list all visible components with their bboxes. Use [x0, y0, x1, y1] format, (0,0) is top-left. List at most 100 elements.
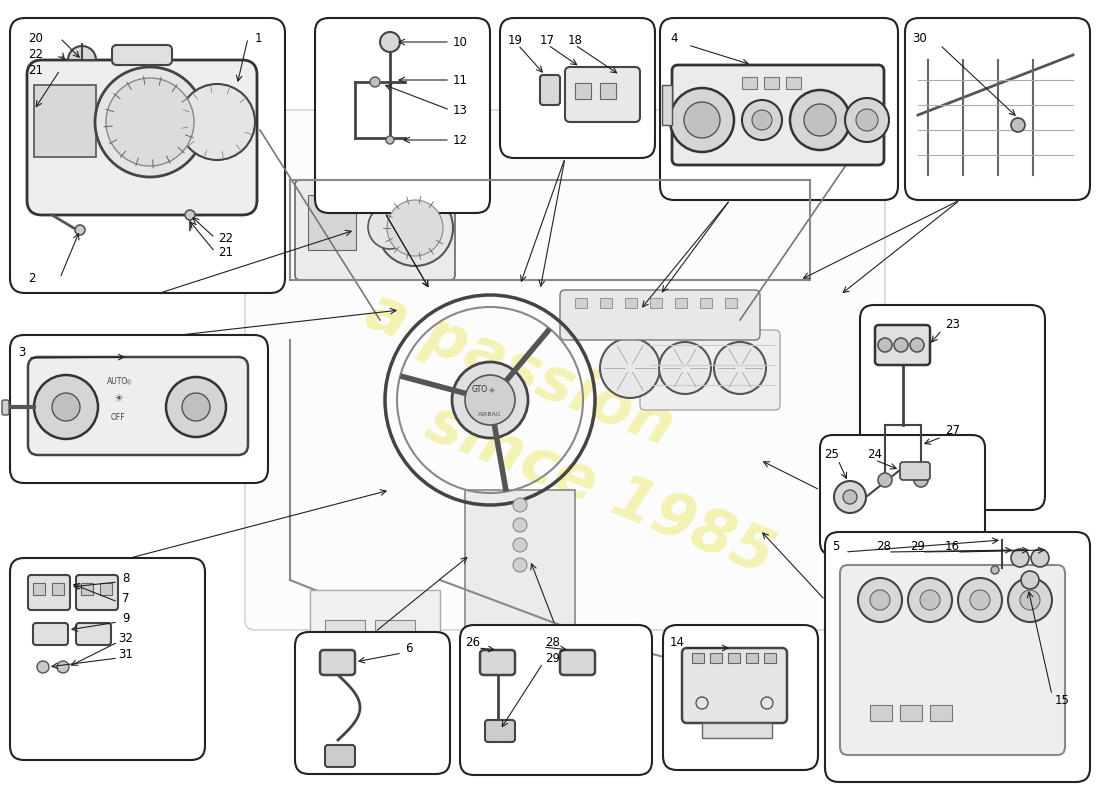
FancyBboxPatch shape	[540, 75, 560, 105]
Text: 6: 6	[405, 642, 412, 654]
FancyBboxPatch shape	[900, 462, 930, 480]
Text: 30: 30	[912, 31, 926, 45]
Circle shape	[34, 375, 98, 439]
Circle shape	[370, 77, 379, 87]
Bar	[308, 195, 356, 250]
Circle shape	[894, 338, 908, 352]
Text: 2: 2	[28, 271, 35, 285]
FancyBboxPatch shape	[560, 650, 595, 675]
FancyBboxPatch shape	[33, 623, 68, 645]
Text: 22: 22	[28, 47, 43, 61]
Circle shape	[1021, 571, 1040, 589]
Bar	[746, 653, 758, 663]
Bar	[692, 653, 704, 663]
Bar	[725, 298, 737, 308]
FancyBboxPatch shape	[660, 18, 898, 200]
FancyBboxPatch shape	[2, 400, 9, 415]
Circle shape	[465, 375, 515, 425]
Circle shape	[386, 136, 394, 144]
Circle shape	[106, 78, 194, 166]
Text: 19: 19	[508, 34, 522, 46]
Text: 1: 1	[255, 31, 263, 45]
Circle shape	[379, 32, 400, 52]
Circle shape	[958, 578, 1002, 622]
Bar	[465, 490, 575, 630]
Circle shape	[659, 342, 711, 394]
Circle shape	[75, 225, 85, 235]
Circle shape	[684, 102, 721, 138]
Circle shape	[878, 338, 892, 352]
Circle shape	[513, 538, 527, 552]
Circle shape	[804, 104, 836, 136]
FancyBboxPatch shape	[565, 67, 640, 122]
FancyBboxPatch shape	[28, 60, 257, 215]
Text: 23: 23	[945, 318, 960, 331]
Bar	[700, 298, 712, 308]
Bar	[710, 653, 722, 663]
Text: ☀: ☀	[113, 394, 123, 404]
Text: OFF: OFF	[111, 413, 125, 422]
Text: 20: 20	[28, 31, 43, 45]
Circle shape	[513, 518, 527, 532]
Bar	[870, 705, 892, 721]
FancyBboxPatch shape	[28, 575, 70, 610]
Wedge shape	[68, 46, 96, 60]
Text: 27: 27	[945, 423, 960, 437]
Text: 29: 29	[910, 541, 925, 554]
FancyBboxPatch shape	[640, 330, 780, 410]
Circle shape	[790, 90, 850, 150]
Circle shape	[878, 473, 892, 487]
Circle shape	[742, 100, 782, 140]
Bar	[625, 298, 637, 308]
FancyBboxPatch shape	[76, 623, 111, 645]
Circle shape	[970, 590, 990, 610]
Text: 7: 7	[122, 591, 130, 605]
Circle shape	[377, 190, 453, 266]
Bar	[650, 298, 662, 308]
Bar	[702, 723, 772, 738]
FancyBboxPatch shape	[10, 18, 285, 293]
Circle shape	[368, 205, 412, 249]
FancyBboxPatch shape	[10, 558, 205, 760]
FancyBboxPatch shape	[295, 180, 455, 280]
Text: 18: 18	[568, 34, 583, 46]
Text: ☼: ☼	[124, 378, 132, 386]
Text: 31: 31	[118, 649, 133, 662]
Text: 16: 16	[945, 541, 960, 554]
Text: 12: 12	[453, 134, 468, 146]
Circle shape	[600, 338, 660, 398]
Text: 32: 32	[118, 631, 133, 645]
Bar	[575, 83, 591, 99]
FancyBboxPatch shape	[485, 720, 515, 742]
FancyBboxPatch shape	[860, 305, 1045, 510]
FancyBboxPatch shape	[874, 325, 929, 365]
Circle shape	[845, 98, 889, 142]
Circle shape	[991, 566, 999, 574]
Circle shape	[714, 342, 766, 394]
FancyBboxPatch shape	[460, 625, 652, 775]
Circle shape	[1008, 578, 1052, 622]
FancyBboxPatch shape	[10, 335, 268, 483]
Text: 10: 10	[453, 35, 468, 49]
Text: 17: 17	[540, 34, 556, 46]
Text: AIRBAG: AIRBAG	[478, 411, 502, 417]
Text: AUTO: AUTO	[108, 378, 129, 386]
FancyBboxPatch shape	[560, 290, 760, 340]
Circle shape	[856, 109, 878, 131]
Bar	[764, 653, 776, 663]
Bar	[310, 590, 440, 720]
Circle shape	[670, 88, 734, 152]
Circle shape	[182, 393, 210, 421]
Circle shape	[1020, 590, 1040, 610]
Circle shape	[513, 498, 527, 512]
FancyBboxPatch shape	[672, 65, 884, 165]
Bar	[375, 620, 415, 650]
Circle shape	[37, 661, 50, 673]
FancyBboxPatch shape	[820, 435, 984, 555]
Bar	[662, 85, 672, 125]
FancyBboxPatch shape	[825, 532, 1090, 782]
Text: 21: 21	[218, 246, 233, 258]
Text: 22: 22	[218, 231, 233, 245]
FancyBboxPatch shape	[480, 650, 515, 675]
Bar	[728, 653, 740, 663]
